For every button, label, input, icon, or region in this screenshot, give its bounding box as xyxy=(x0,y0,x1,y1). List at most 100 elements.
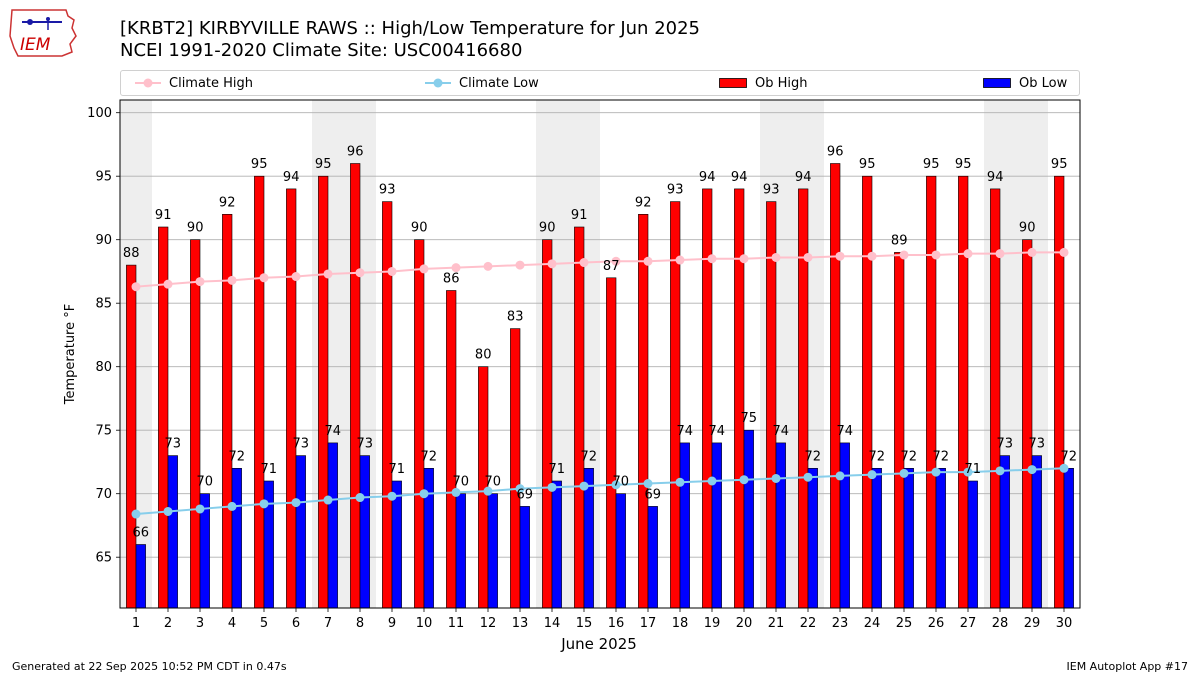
ob-low-bar-10 xyxy=(423,467,434,609)
ob-high-label-1: 88 xyxy=(123,246,140,261)
ob-high-label-11: 86 xyxy=(443,272,460,287)
chart-title: [KRBT2] KIRBYVILLE RAWS :: High/Low Temp… xyxy=(120,18,700,39)
climate-high-point-18 xyxy=(675,255,685,265)
climate-low-point-23 xyxy=(835,471,845,481)
climate-low-point-21 xyxy=(771,473,781,483)
ob-high-bar-15 xyxy=(574,226,585,609)
climate-low-point-27 xyxy=(963,467,973,477)
climate-low-point-8 xyxy=(355,493,365,503)
ob-low-label-8: 73 xyxy=(357,437,374,452)
climate-high-point-7 xyxy=(323,269,333,279)
ob-low-bar-16 xyxy=(615,493,626,609)
ob-high-bar-11 xyxy=(446,290,457,609)
climate-high-point-19 xyxy=(707,254,717,264)
ob-high-bar-4 xyxy=(222,214,233,609)
ob-low-label-1: 66 xyxy=(133,526,150,541)
y-tick-label-65: 65 xyxy=(95,551,112,566)
climate-high-point-27 xyxy=(963,249,973,259)
ob-high-bar-21 xyxy=(766,201,777,609)
ob-low-label-10: 72 xyxy=(421,449,438,464)
climate-high-point-20 xyxy=(739,254,749,264)
climate-low-point-26 xyxy=(931,467,941,477)
ob-low-bar-13 xyxy=(519,506,530,609)
climate-high-point-21 xyxy=(771,252,781,262)
ob-high-bar-29 xyxy=(1022,239,1033,609)
x-tick-label-1: 1 xyxy=(132,616,140,631)
ob-high-bar-16 xyxy=(606,277,617,609)
ob-high-label-28: 94 xyxy=(987,170,1004,185)
climate-high-point-16 xyxy=(611,256,621,266)
ob-high-label-23: 96 xyxy=(827,145,844,160)
ob-low-label-12: 70 xyxy=(485,475,502,490)
ob-low-bar-1 xyxy=(135,544,146,609)
climate-high-point-9 xyxy=(387,266,397,276)
ob-high-label-15: 91 xyxy=(571,208,588,223)
climate-high-point-2 xyxy=(163,279,173,289)
ob-high-label-10: 90 xyxy=(411,221,428,236)
ob-high-label-19: 94 xyxy=(699,170,716,185)
ob-high-label-25: 89 xyxy=(891,233,908,248)
climate-high-point-15 xyxy=(579,258,589,268)
ob-high-label-21: 93 xyxy=(763,183,780,198)
x-tick-label-26: 26 xyxy=(928,616,945,631)
climate-low-point-18 xyxy=(675,477,685,487)
ob-high-bar-9 xyxy=(382,201,393,609)
ob-low-label-22: 72 xyxy=(805,449,822,464)
ob-high-label-16: 87 xyxy=(603,259,620,274)
x-tick-label-11: 11 xyxy=(448,616,465,631)
legend-ob-low-label: Ob Low xyxy=(1019,75,1068,91)
climate-low-point-24 xyxy=(867,470,877,480)
ob-high-bar-23 xyxy=(830,163,841,609)
climate-high-point-1 xyxy=(131,282,141,292)
ob-low-label-7: 74 xyxy=(325,424,342,439)
ob-low-bar-24 xyxy=(871,467,882,609)
ob-low-label-29: 73 xyxy=(1029,437,1046,452)
x-tick-label-14: 14 xyxy=(544,616,561,631)
ob-low-label-17: 69 xyxy=(645,487,662,502)
ob-low-label-15: 72 xyxy=(581,449,598,464)
x-tick-label-12: 12 xyxy=(480,616,497,631)
ob-high-label-18: 93 xyxy=(667,183,684,198)
ob-high-bar-27 xyxy=(958,175,969,609)
ob-high-label-17: 92 xyxy=(635,195,652,210)
x-tick-label-29: 29 xyxy=(1024,616,1041,631)
ob-low-label-9: 71 xyxy=(389,462,406,477)
ob-low-label-16: 70 xyxy=(613,475,630,490)
legend-ob-low-swatch xyxy=(983,78,1011,88)
legend-climate-high-swatch xyxy=(135,78,161,88)
ob-high-bar-26 xyxy=(926,175,937,609)
ob-high-label-2: 91 xyxy=(155,208,172,223)
ob-high-bar-17 xyxy=(638,214,649,609)
ob-high-bar-13 xyxy=(510,328,521,609)
y-tick-label-85: 85 xyxy=(95,297,112,312)
climate-high-point-25 xyxy=(899,250,909,260)
ob-low-label-2: 73 xyxy=(165,437,182,452)
ob-high-bar-7 xyxy=(318,175,329,609)
climate-low-point-20 xyxy=(739,475,749,485)
climate-high-point-29 xyxy=(1027,247,1037,257)
climate-low-point-29 xyxy=(1027,465,1037,475)
ob-high-label-20: 94 xyxy=(731,170,748,185)
climate-low-point-5 xyxy=(259,499,269,509)
climate-high-point-3 xyxy=(195,277,205,287)
ob-low-label-21: 74 xyxy=(773,424,790,439)
ob-high-label-4: 92 xyxy=(219,195,236,210)
ob-high-bar-22 xyxy=(798,188,809,609)
ob-low-bar-7 xyxy=(327,442,338,609)
climate-low-point-13 xyxy=(515,484,525,494)
x-tick-label-25: 25 xyxy=(896,616,913,631)
ob-low-label-23: 74 xyxy=(837,424,854,439)
ob-low-bar-20 xyxy=(743,429,754,609)
ob-high-label-3: 90 xyxy=(187,221,204,236)
x-tick-label-16: 16 xyxy=(608,616,625,631)
climate-high-point-24 xyxy=(867,251,877,261)
climate-low-point-15 xyxy=(579,481,589,491)
climate-low-point-22 xyxy=(803,472,813,482)
ob-low-label-4: 72 xyxy=(229,449,246,464)
ob-low-bar-26 xyxy=(935,467,946,609)
ob-high-bar-8 xyxy=(350,163,361,609)
ob-high-label-22: 94 xyxy=(795,170,812,185)
climate-high-point-4 xyxy=(227,275,237,285)
y-tick-label-75: 75 xyxy=(95,424,112,439)
